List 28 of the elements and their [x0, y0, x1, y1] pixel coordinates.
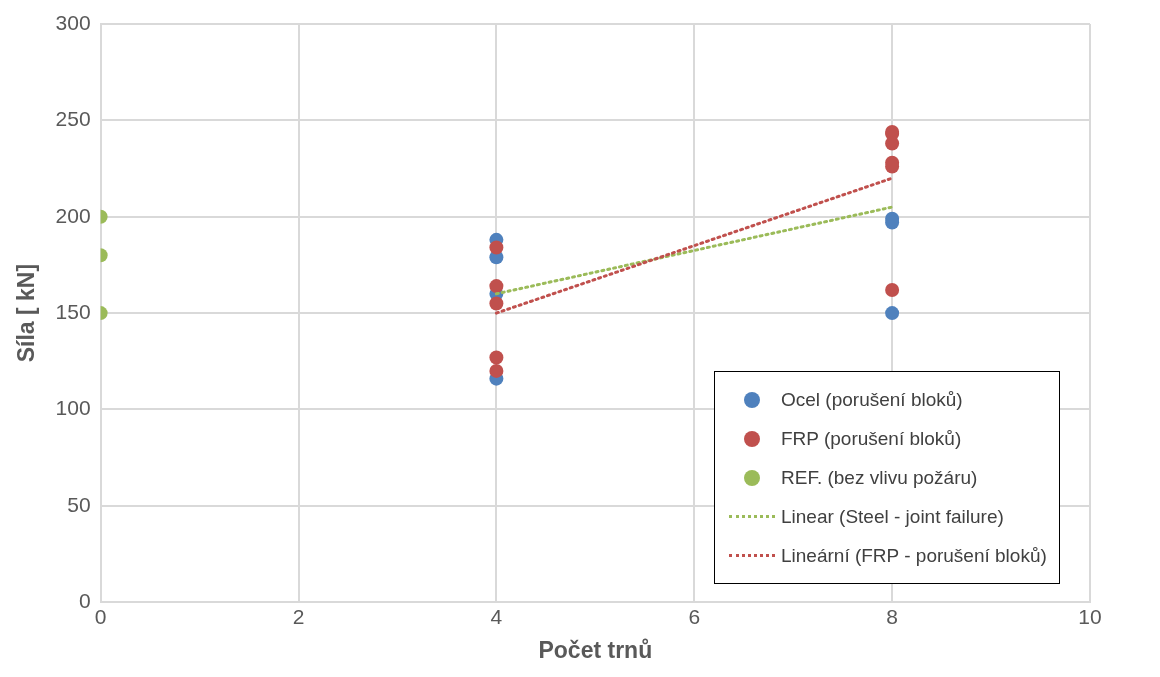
- point: [885, 282, 900, 297]
- point: [885, 306, 900, 321]
- y-tick-label: 250: [55, 107, 91, 131]
- x-axis-title: Počet trnů: [538, 636, 653, 663]
- x-tick-label: 0: [94, 604, 107, 628]
- point: [489, 279, 504, 294]
- y-tick-label: 300: [55, 10, 91, 34]
- legend-label: Linear (Steel - joint failure): [781, 505, 1004, 528]
- y-tick-label: 100: [55, 396, 91, 420]
- x-tick-label: 6: [688, 604, 701, 628]
- y-tick-label: 50: [67, 492, 91, 516]
- point: [489, 240, 504, 255]
- y-tick-label: 150: [55, 299, 91, 323]
- legend-label: Lineární (FRP - porušení bloků): [781, 544, 1047, 567]
- point: [489, 363, 504, 378]
- y-tick-label: 0: [78, 589, 91, 612]
- x-tick-label: 4: [490, 604, 503, 628]
- x-tick-label: 8: [886, 604, 898, 628]
- legend-label: REF. (bez vlivu požáru): [781, 466, 978, 489]
- x-tick-label: 10: [1078, 604, 1102, 628]
- point: [489, 350, 504, 365]
- x-tick-label: 2: [292, 604, 305, 628]
- legend-label: Ocel (porušení bloků): [781, 388, 963, 411]
- legend-label: FRP (porušení bloků): [781, 427, 962, 450]
- point: [885, 136, 900, 151]
- point: [489, 296, 504, 311]
- y-axis-title: Síla [ kN]: [13, 263, 40, 363]
- y-tick-label: 200: [55, 203, 91, 227]
